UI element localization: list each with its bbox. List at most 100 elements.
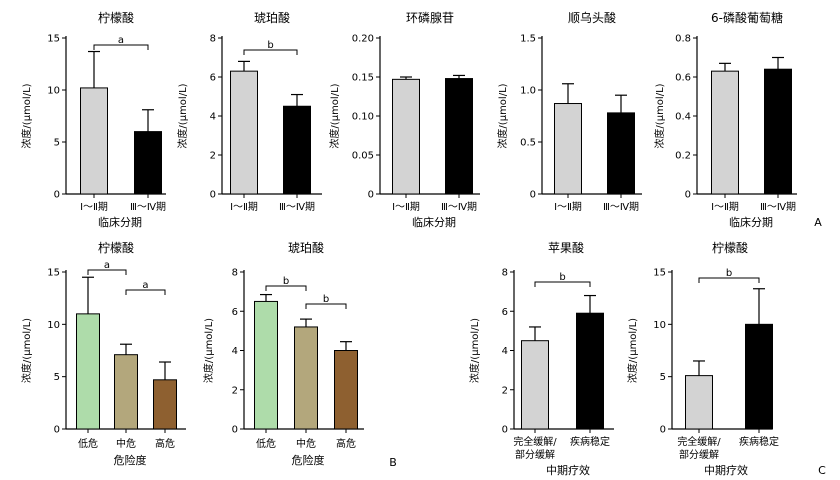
- x-tick-label: 疾病稳定: [570, 435, 610, 448]
- bar: [392, 78, 420, 195]
- significance-bracket: [534, 281, 591, 287]
- x-tick-label: Ⅲ～Ⅳ期: [603, 201, 639, 213]
- x-tick-label: Ⅰ～Ⅱ期: [554, 201, 582, 213]
- bar: [114, 354, 138, 430]
- y-tick-label: 0.2: [675, 151, 691, 162]
- significance-bracket: [125, 289, 166, 295]
- chart-title: 柠檬酸: [712, 240, 748, 255]
- y-tick-label: 15: [47, 34, 60, 45]
- chart-title: 柠檬酸: [98, 10, 134, 25]
- y-tick-label: 0: [232, 425, 238, 436]
- bar: [283, 105, 311, 195]
- y-tick-label: 0.15: [352, 73, 374, 84]
- y-axis-label: 浓度/(μmol/L): [626, 318, 639, 383]
- y-tick-label: 0: [210, 190, 216, 201]
- x-tick-label: Ⅰ～Ⅱ期: [230, 201, 258, 213]
- x-tick-label: 疾病稳定: [739, 435, 779, 448]
- bar: [445, 78, 473, 195]
- x-tick-label: 中危: [296, 437, 316, 450]
- y-tick-label: 0: [368, 190, 374, 201]
- chart-title: 环磷腺苷: [406, 10, 454, 25]
- y-tick-label: 4: [502, 346, 508, 357]
- y-tick-label: 0: [54, 190, 60, 201]
- y-tick-label: 0.6: [675, 73, 691, 84]
- y-tick-label: 6: [502, 307, 508, 318]
- x-tick-label: 低危: [78, 437, 98, 450]
- significance-label: b: [267, 40, 273, 51]
- y-tick-label: 6: [232, 307, 238, 318]
- y-tick-label: 2: [210, 151, 216, 162]
- bar: [294, 326, 318, 430]
- x-axis-label: 临床分期: [729, 215, 773, 229]
- y-axis-label: 浓度/(μmol/L): [468, 318, 481, 383]
- y-tick-label: 0.5: [520, 138, 536, 149]
- bar: [334, 350, 358, 430]
- y-tick-label: 0.10: [352, 112, 374, 123]
- bar: [76, 313, 100, 430]
- y-tick-label: 4: [232, 346, 238, 357]
- y-axis-label: 浓度/(μmol/L): [202, 318, 215, 383]
- significance-label: a: [104, 260, 110, 271]
- bar: [711, 70, 739, 195]
- bar: [254, 300, 278, 430]
- y-tick-label: 10: [653, 320, 666, 331]
- panel-label-a: A: [814, 216, 822, 229]
- bar: [80, 87, 108, 195]
- x-tick-label: Ⅲ～Ⅳ期: [279, 201, 315, 213]
- y-tick-label: 0: [54, 425, 60, 436]
- y-axis-label: 浓度/(μmol/L): [653, 83, 666, 148]
- y-tick-label: 1.5: [520, 34, 536, 45]
- bar: [764, 68, 792, 195]
- x-tick-label: Ⅲ～Ⅳ期: [441, 201, 477, 213]
- bar: [153, 379, 177, 430]
- y-tick-label: 5: [54, 138, 60, 149]
- panel-label-b: B: [389, 456, 397, 469]
- y-tick-label: 2: [502, 385, 508, 396]
- y-tick-label: 6: [210, 73, 216, 84]
- chart-title: 6-磷酸葡萄糖: [711, 10, 783, 25]
- x-axis-label: 中期疗效: [546, 463, 590, 477]
- y-tick-label: 1.0: [520, 86, 536, 97]
- y-tick-label: 2: [232, 385, 238, 396]
- bar: [521, 340, 549, 430]
- y-tick-label: 0.05: [352, 151, 374, 162]
- significance-bracket: [93, 44, 149, 50]
- y-tick-label: 4: [210, 112, 216, 123]
- y-axis-label: 浓度/(μmol/L): [496, 83, 509, 148]
- y-tick-label: 10: [47, 320, 60, 331]
- x-tick-label: 高危: [336, 437, 356, 450]
- chart-title: 柠檬酸: [98, 240, 134, 255]
- y-tick-label: 0: [530, 190, 536, 201]
- y-tick-label: 0.8: [675, 34, 691, 45]
- x-tick-label: Ⅲ～Ⅳ期: [760, 201, 796, 213]
- bar: [230, 70, 258, 195]
- x-axis-label: 危险度: [114, 453, 147, 467]
- x-tick-label: 完全缓解/部分缓解: [677, 435, 721, 461]
- y-tick-label: 0: [660, 425, 666, 436]
- chart-title: 琥珀酸: [254, 10, 290, 25]
- x-tick-label: 中危: [116, 437, 136, 450]
- y-tick-label: 5: [660, 372, 666, 383]
- y-tick-label: 10: [47, 86, 60, 97]
- y-tick-label: 0.4: [675, 112, 691, 123]
- x-tick-label: Ⅰ～Ⅱ期: [392, 201, 420, 213]
- y-tick-label: 0: [685, 190, 691, 201]
- significance-label: b: [283, 276, 289, 287]
- x-axis-label: 危险度: [292, 453, 325, 467]
- significance-label: b: [559, 272, 565, 283]
- bar: [576, 312, 604, 430]
- significance-bracket: [87, 269, 127, 275]
- x-tick-label: Ⅰ～Ⅱ期: [80, 201, 108, 213]
- x-tick-label: 完全缓解/部分缓解: [513, 435, 557, 461]
- y-tick-label: 8: [210, 34, 216, 45]
- x-tick-label: Ⅰ～Ⅱ期: [711, 201, 739, 213]
- x-tick-label: 高危: [155, 437, 175, 450]
